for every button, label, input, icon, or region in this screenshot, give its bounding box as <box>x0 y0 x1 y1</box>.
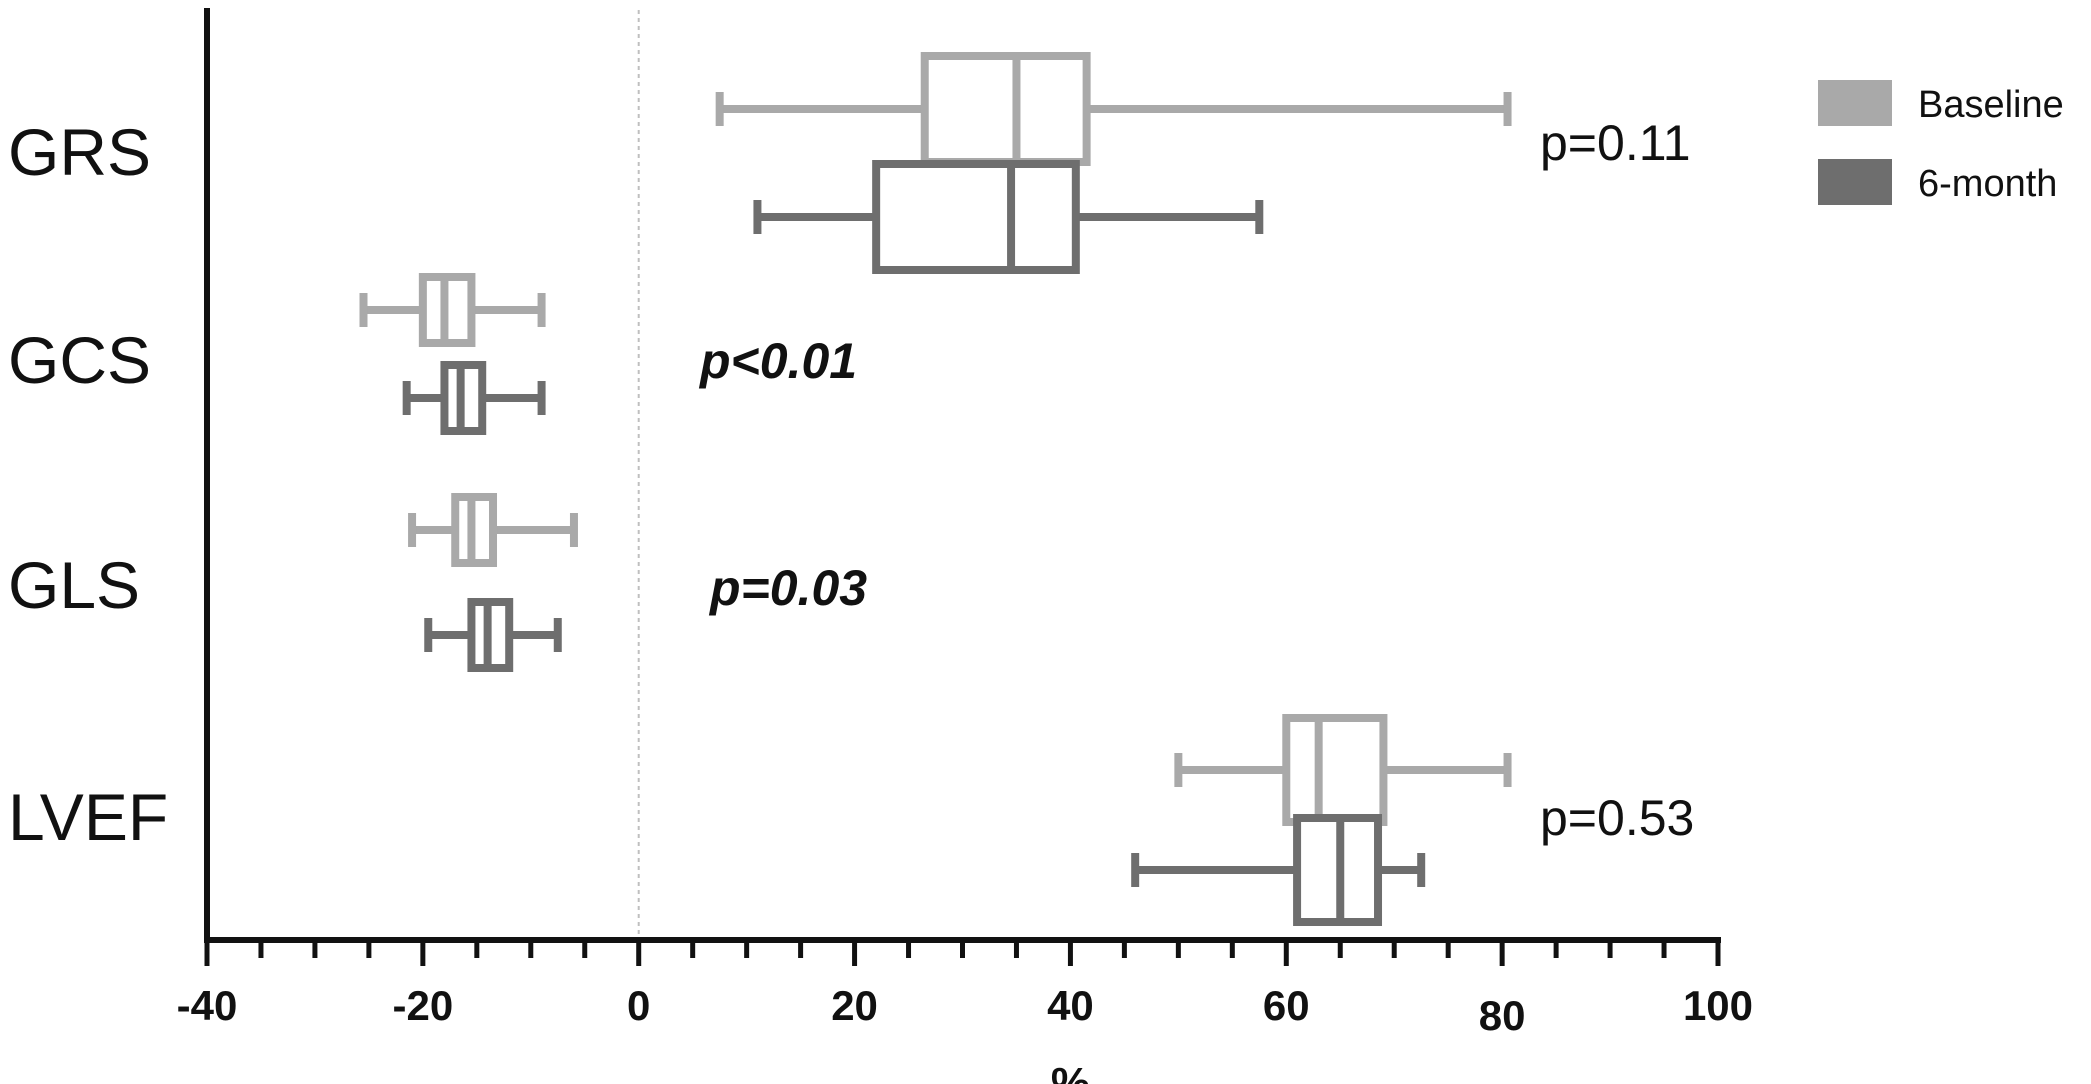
iqr-box <box>920 52 1091 166</box>
x-tick-label: 20 <box>831 982 878 1029</box>
legend-swatch <box>1818 159 1892 205</box>
x-tick-label: 100 <box>1683 982 1753 1029</box>
x-tick-label: 0 <box>627 982 650 1029</box>
box-lvef-baseline <box>1174 714 1512 826</box>
box-grs-6-month <box>753 160 1264 274</box>
p-value-gcs: p<0.01 <box>698 333 857 389</box>
axis-layer: -40 -20 0 20 40 60 80 100% <box>177 8 1753 1084</box>
legend-label: 6-month <box>1918 163 2057 205</box>
legend-item-baseline: Baseline <box>1818 80 2064 126</box>
category-label-grs: GRS <box>8 115 151 189</box>
legend-swatch <box>1818 80 1892 126</box>
box-grs-baseline <box>715 52 1512 166</box>
p-value-gls: p=0.03 <box>708 560 867 616</box>
legend-label: Baseline <box>1918 84 2064 126</box>
x-tick-label: 80 <box>1479 992 1526 1039</box>
category-label-gcs: GCS <box>8 323 151 397</box>
iqr-box <box>872 160 1080 274</box>
box-gcs-baseline <box>359 273 546 347</box>
category-label-gls: GLS <box>8 548 140 622</box>
category-label-lvef: LVEF <box>8 780 168 854</box>
x-tick-label: -40 <box>177 982 238 1029</box>
x-tick-label: 40 <box>1047 982 1094 1029</box>
x-tick-label: 60 <box>1263 982 1310 1029</box>
p-value-grs: p=0.11 <box>1540 115 1691 171</box>
box-gcs-6-month <box>402 361 546 435</box>
legend: Baseline 6-month <box>1818 80 2064 205</box>
box-gls-6-month <box>424 598 562 672</box>
box-lvef-6-month <box>1131 814 1426 926</box>
label-layer: GRS p=0.11 GCS p<0.01 GLS p=0.03 LVEF p=0.53 <box>8 115 1694 854</box>
legend-item-6-month: 6-month <box>1818 159 2057 205</box>
box-layer <box>359 52 1512 926</box>
x-axis-label: % <box>1051 1059 1090 1084</box>
iqr-box <box>1282 714 1388 826</box>
box-gls-baseline <box>408 493 578 567</box>
p-value-lvef: p=0.53 <box>1540 790 1694 846</box>
x-tick-label: -20 <box>393 982 454 1029</box>
